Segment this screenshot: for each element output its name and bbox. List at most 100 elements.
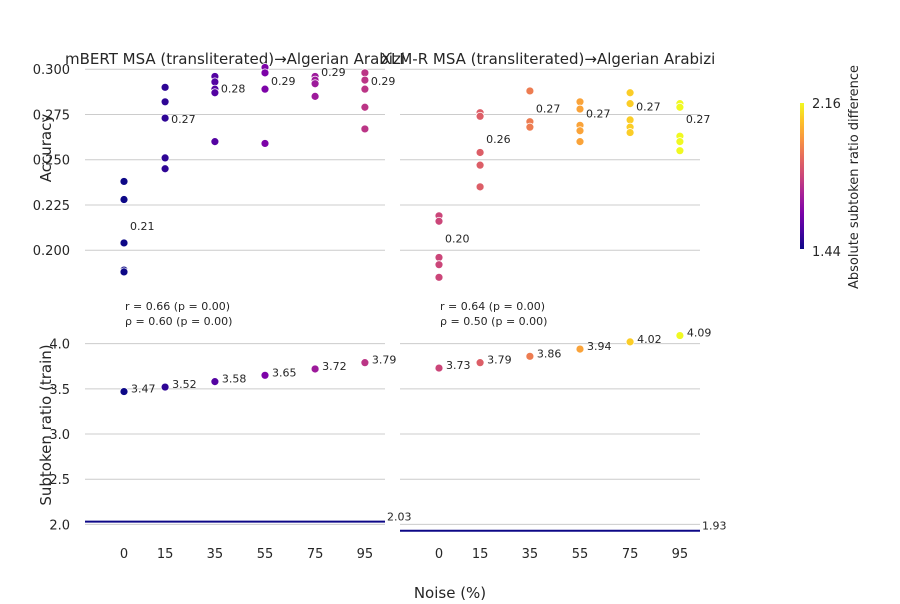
data-point (360, 102, 370, 112)
x-tick-label: 0 (435, 547, 443, 562)
x-tick-label: 95 (672, 547, 689, 562)
data-point (475, 160, 485, 170)
data-point (160, 153, 170, 163)
data-point (210, 377, 220, 387)
y-axis-label: Subtoken ratio (train) (37, 344, 55, 505)
panel-xlmr-subtoken: 0 15 35 55 75 95 1.93 3.73 3.79 3.86 3.94 4.02 4.09 (400, 327, 727, 562)
correlation-text: ρ = 0.60 (p = 0.00) (125, 315, 232, 328)
y-tick-label: 3.5 (49, 383, 70, 398)
x-axis-label: Noise (%) (414, 584, 486, 600)
data-point (360, 124, 370, 134)
reference-line-label: 2.03 (387, 511, 412, 524)
correlation-text: r = 0.66 (p = 0.00) (125, 300, 230, 313)
mean-value-label: 0.29 (321, 66, 346, 79)
data-point (360, 68, 370, 78)
y-tick-label: 2.0 (49, 518, 70, 533)
data-point (625, 88, 635, 98)
colorbar-gradient (800, 103, 804, 249)
data-point (360, 358, 370, 368)
correlation-text: ρ = 0.50 (p = 0.00) (440, 315, 547, 328)
data-point (525, 86, 535, 96)
y-tick-label: 0.250 (33, 154, 70, 169)
data-point (675, 331, 685, 340)
data-point (575, 137, 585, 147)
mean-value-label: 0.29 (371, 75, 396, 88)
data-point (475, 148, 485, 157)
data-point (475, 358, 485, 368)
data-point (360, 75, 370, 85)
panel-xlmr-accuracy: XLM-R MSA (transliterated)→Algerian Arab… (381, 50, 716, 328)
data-point (475, 182, 485, 192)
mean-value-label: 0.27 (586, 108, 611, 121)
data-point (434, 216, 444, 226)
point-value-label: 3.65 (272, 366, 297, 379)
data-point (260, 139, 270, 148)
data-point (210, 77, 220, 87)
colorbar: 2.16 1.44 Absolute subtoken ratio differ… (800, 65, 862, 289)
data-point (575, 104, 585, 114)
data-point (119, 387, 129, 396)
x-tick-label: 0 (120, 547, 128, 562)
panel-title: XLM-R MSA (transliterated)→Algerian Arab… (381, 50, 716, 68)
x-tick-label: 35 (207, 547, 224, 562)
data-point (160, 97, 170, 107)
data-point (119, 238, 129, 248)
data-point (260, 370, 270, 380)
point-value-label: 4.02 (637, 333, 662, 346)
y-tick-label: 0.200 (33, 244, 70, 259)
data-point (575, 344, 585, 354)
x-tick-label: 15 (157, 547, 174, 562)
data-point (434, 253, 444, 262)
y-tick-label: 0.275 (33, 108, 70, 123)
data-point (675, 102, 685, 112)
mean-value-label: 0.27 (636, 100, 661, 113)
panel-mbert-subtoken: 2.0 2.5 3.0 3.5 4.0 0 15 35 55 75 95 Subtoken ratio… (37, 338, 412, 562)
point-value-label: 3.86 (537, 347, 562, 360)
x-tick-label: 55 (257, 547, 274, 562)
data-point (160, 113, 170, 123)
data-point (575, 97, 585, 107)
mean-value-label: 0.28 (221, 82, 246, 95)
colorbar-max-label: 2.16 (812, 97, 841, 112)
data-point (575, 126, 585, 136)
x-tick-label: 35 (522, 547, 539, 562)
data-point (434, 272, 444, 282)
data-point (475, 111, 485, 121)
point-value-label: 3.58 (222, 373, 247, 386)
y-tick-label: 0.300 (33, 63, 70, 78)
mean-value-label: 0.20 (445, 233, 470, 246)
data-point (210, 137, 220, 147)
data-point (160, 164, 170, 174)
data-point (160, 382, 170, 392)
mean-value-label: 0.27 (686, 113, 711, 126)
data-point (525, 351, 535, 361)
data-point (625, 99, 635, 109)
data-point (360, 84, 370, 94)
point-value-label: 3.72 (322, 360, 347, 373)
x-tick-label: 55 (572, 547, 589, 562)
data-point (119, 177, 129, 186)
data-point (310, 91, 320, 101)
data-point (675, 146, 685, 156)
data-point (675, 137, 685, 147)
mean-value-label: 0.27 (171, 113, 196, 126)
data-point (625, 128, 635, 137)
data-point (625, 115, 635, 125)
data-point (625, 337, 635, 347)
mean-value-label: 0.29 (271, 75, 296, 88)
colorbar-min-label: 1.44 (812, 245, 841, 260)
data-point (434, 260, 444, 270)
colorbar-title: Absolute subtoken ratio difference (847, 65, 862, 289)
point-value-label: 3.73 (446, 359, 471, 372)
y-tick-label: 0.225 (33, 199, 70, 214)
point-value-label: 3.79 (372, 354, 397, 367)
point-value-label: 3.52 (172, 378, 197, 391)
correlation-text: r = 0.64 (p = 0.00) (440, 300, 545, 313)
reference-line-label: 1.93 (702, 520, 727, 533)
point-value-label: 3.79 (487, 354, 512, 367)
y-tick-label: 4.0 (49, 338, 70, 353)
data-point (525, 122, 535, 132)
